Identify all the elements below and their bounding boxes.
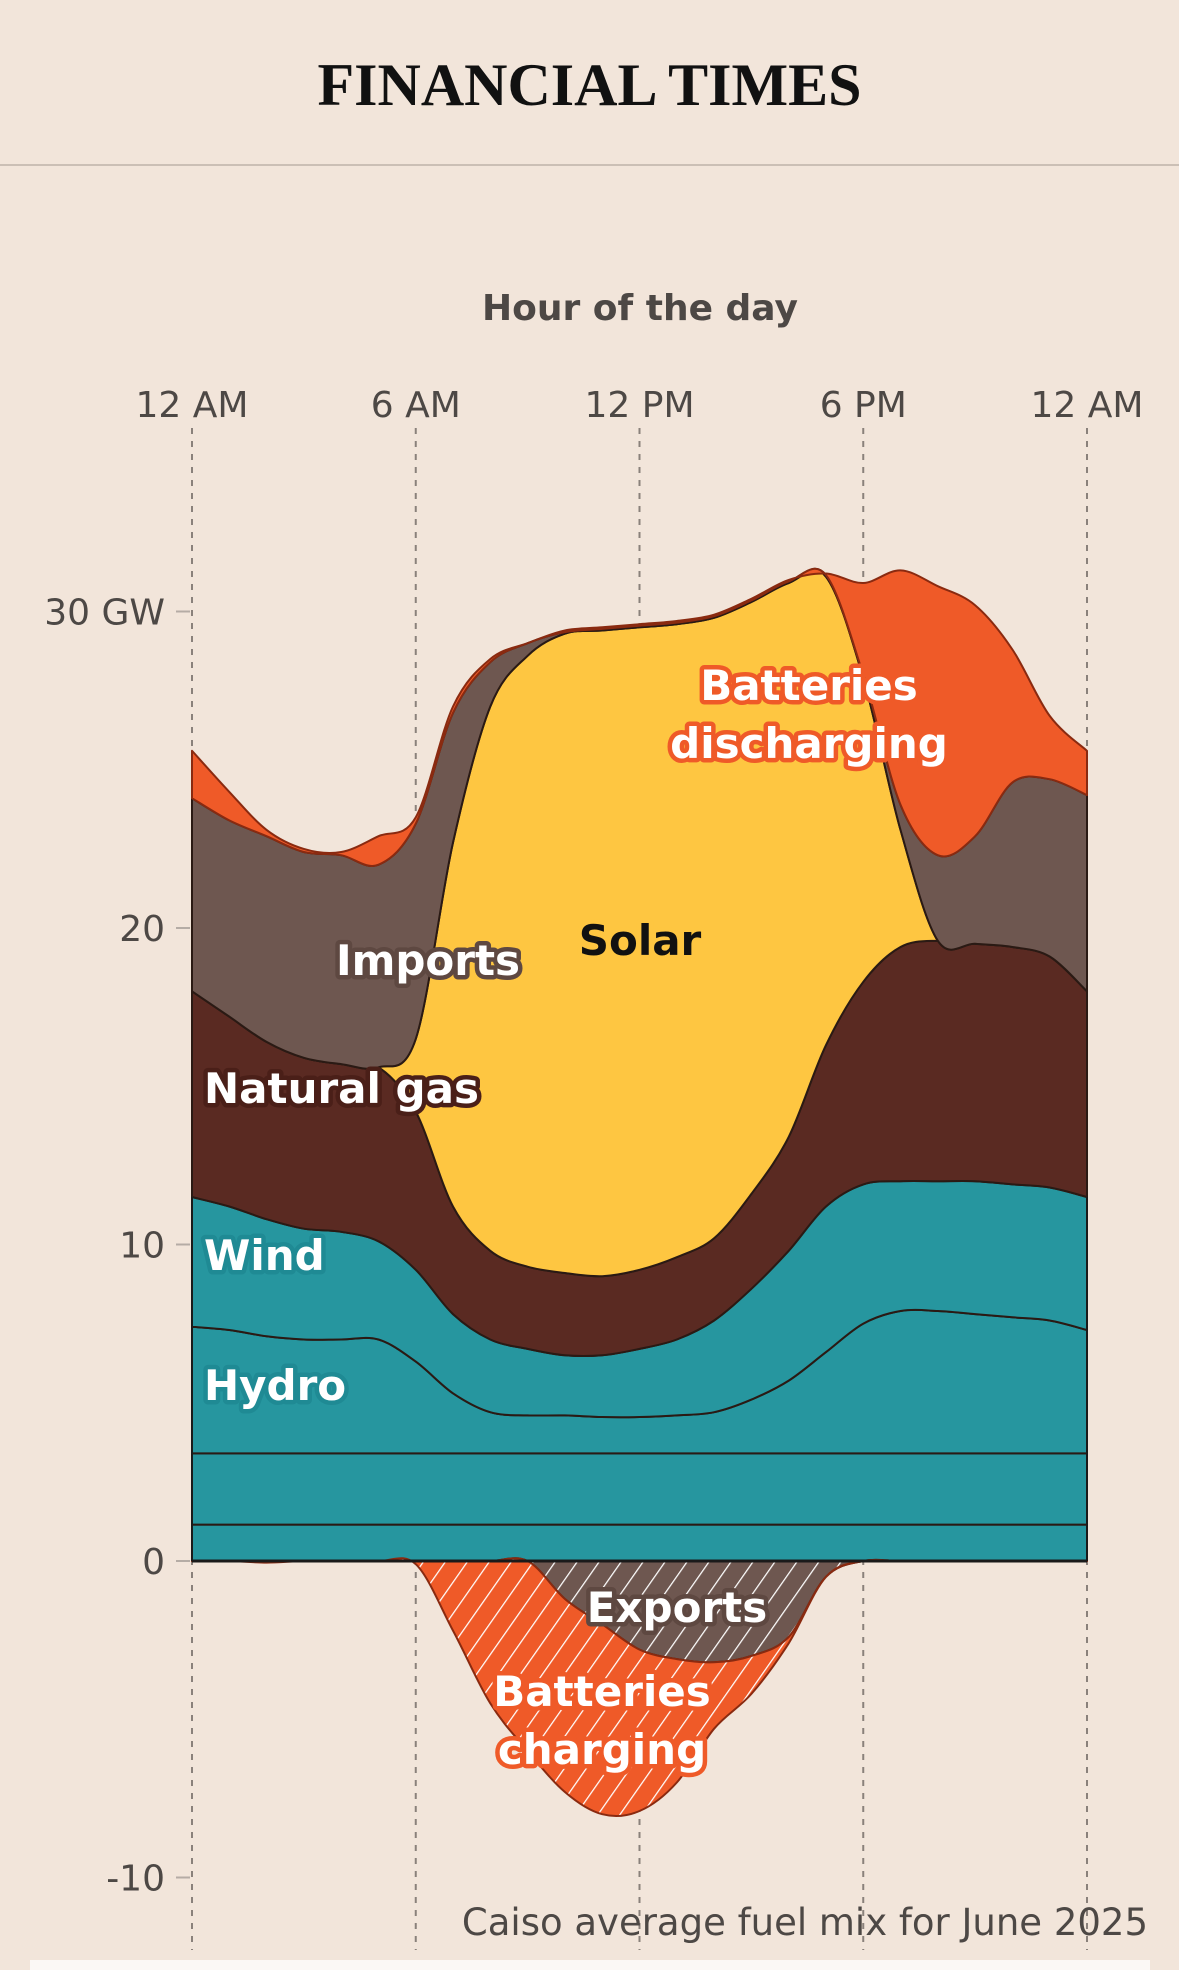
masthead-logo: FINANCIAL TIMES [317, 51, 862, 118]
y-tick-label: 0 [142, 1542, 165, 1583]
x-tick-label: 12 AM [136, 385, 249, 426]
masthead: FINANCIAL TIMES [0, 0, 1179, 166]
axes: 12 AM 6 AM 12 PM 6 PM 12 AM 30 GW 20 10 0 -10 [44, 385, 1143, 1900]
series-labels: Hydro Wind Natural gas Solar Imports Batterie… [200, 657, 953, 1779]
imports-label: Imports [336, 936, 520, 985]
x-tick-label: 12 AM [1031, 385, 1144, 426]
areas [191, 567, 1088, 1817]
batteries-discharging-label: Batteries discharging [670, 661, 948, 768]
exports-label: Exports [587, 1583, 768, 1632]
x-axis-title: Hour of the day [482, 288, 798, 329]
batteries-charging-label: Batteries charging [493, 1667, 711, 1774]
bottom-strip [30, 1960, 1150, 1970]
x-tick-label: 6 AM [371, 385, 461, 426]
other-generation-area [191, 1452, 1088, 1526]
y-tick-label: 30 GW [44, 593, 165, 634]
solar-label: Solar [579, 916, 702, 965]
other-generation-area [191, 1523, 1088, 1563]
y-tick-label: 10 [119, 1226, 165, 1267]
x-tick-label: 12 PM [584, 385, 694, 426]
wind-label: Wind [204, 1231, 325, 1280]
y-tick-label: -10 [106, 1859, 165, 1900]
hydro-label: Hydro [204, 1361, 346, 1410]
y-tick-label: 20 [119, 909, 165, 950]
natural-gas-label: Natural gas [204, 1064, 479, 1113]
batteries-discharging-area [191, 567, 1088, 867]
x-tick-label: 6 PM [820, 385, 907, 426]
chart-caption: Caiso average fuel mix for June 2025 [462, 1901, 1148, 1944]
